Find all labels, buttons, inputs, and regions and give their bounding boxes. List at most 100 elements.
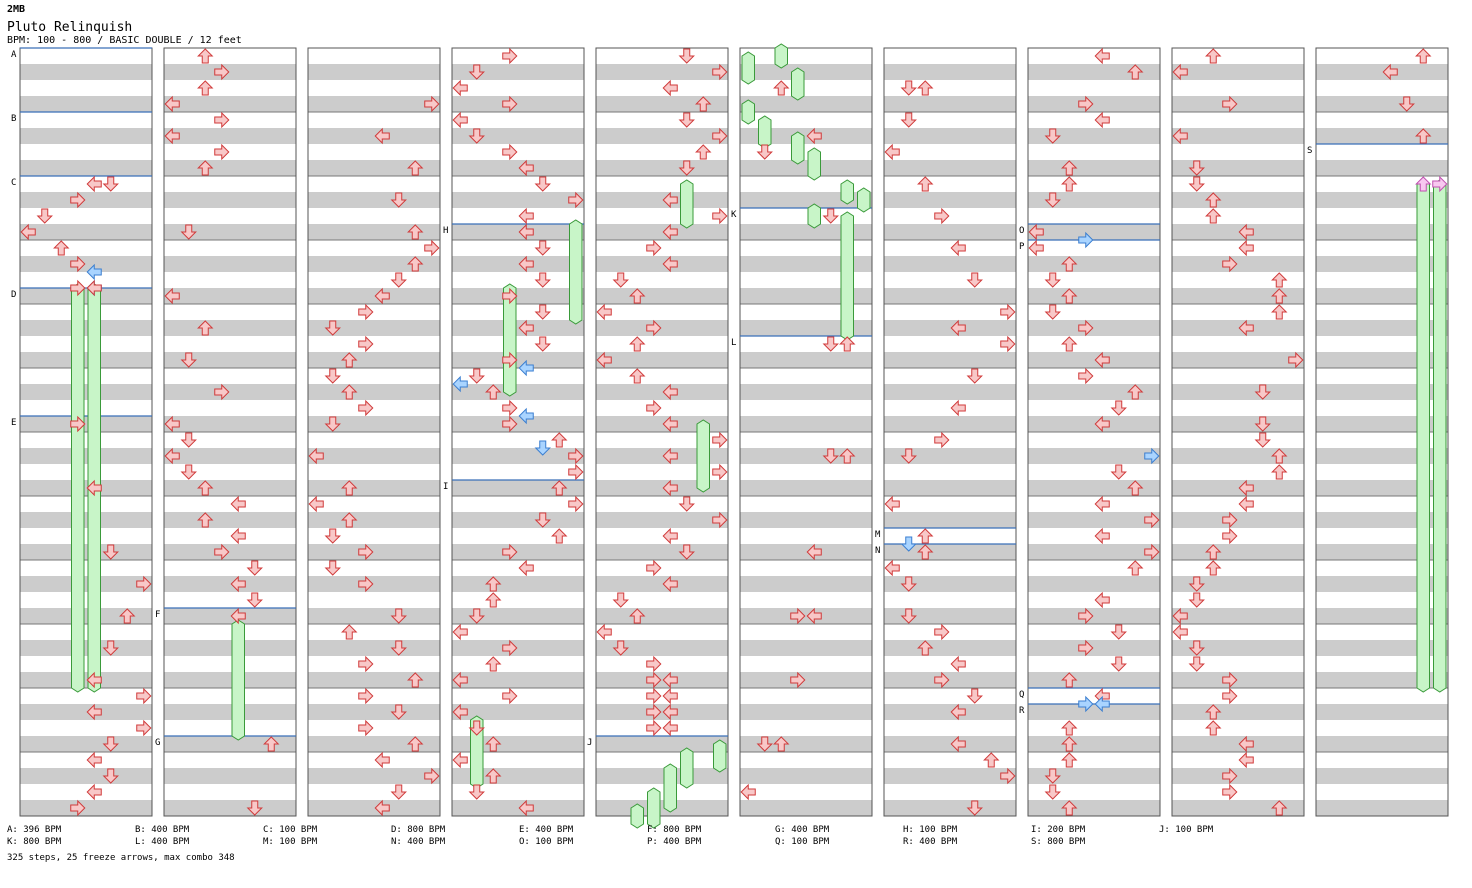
column-stripe: [1172, 432, 1304, 448]
column-stripe: [452, 480, 584, 496]
right-arrow-icon: [1288, 351, 1304, 369]
column-stripe: [164, 368, 296, 384]
column-stripe: [1172, 160, 1304, 176]
column-stripe: [596, 560, 728, 576]
down-arrow-icon: [900, 448, 917, 464]
column-stripe: [20, 784, 152, 800]
column-stripe: [740, 784, 872, 800]
left-arrow-icon: [86, 703, 102, 721]
column-stripe: [596, 704, 728, 720]
up-arrow-icon: [1205, 192, 1222, 208]
up-arrow-icon: [485, 656, 502, 672]
column-stripe: [740, 768, 872, 784]
column-stripe: [596, 176, 728, 192]
right-arrow-icon: [1078, 231, 1094, 249]
column-stripe: [20, 144, 152, 160]
down-arrow-icon: [534, 336, 551, 352]
right-arrow-icon: [136, 719, 152, 737]
column-stripe: [452, 208, 584, 224]
right-arrow-icon: [214, 543, 230, 561]
column-stripe: [1172, 64, 1304, 80]
bpm-legend-item: R: 400 BPM: [903, 837, 958, 847]
column-stripe: [20, 208, 152, 224]
left-arrow-icon: [662, 191, 678, 209]
column-stripe: [20, 272, 152, 288]
column-stripe: [1172, 640, 1304, 656]
column-stripe: [596, 160, 728, 176]
column-stripe: [20, 512, 152, 528]
column-stripe: [164, 752, 296, 768]
column-frame: [883, 47, 1017, 817]
column-stripe: [740, 656, 872, 672]
column-stripe: [1028, 112, 1160, 128]
left-arrow-icon: [1238, 751, 1254, 769]
bpm-legend-item: A: 396 BPM: [7, 825, 62, 835]
right-arrow-icon: [136, 687, 152, 705]
bpm-change-label: O: [1019, 226, 1024, 236]
column-stripe: [596, 208, 728, 224]
up-arrow-icon: [197, 320, 214, 336]
column-stripe: [1028, 256, 1160, 272]
column-stripe: [1172, 608, 1304, 624]
column-stripe: [596, 624, 728, 640]
column-stripe: [884, 752, 1016, 768]
column-stripe: [740, 640, 872, 656]
up-arrow-icon: [407, 160, 424, 176]
bpm-change-label: N: [875, 546, 880, 556]
up-arrow-icon: [1205, 544, 1222, 560]
right-arrow-icon: [568, 463, 584, 481]
column-stripe: [740, 368, 872, 384]
column-stripe: [20, 464, 152, 480]
column-stripe: [164, 128, 296, 144]
column-stripe: [308, 496, 440, 512]
column-stripe: [1028, 640, 1160, 656]
down-arrow-icon: [822, 336, 839, 352]
right-arrow-icon: [568, 191, 584, 209]
column-stripe: [1028, 560, 1160, 576]
column-stripe: [884, 160, 1016, 176]
column-stripe: [164, 672, 296, 688]
column-stripe: [884, 704, 1016, 720]
column-stripe: [884, 368, 1016, 384]
freeze-arrow: [791, 67, 805, 101]
column-stripe: [1316, 48, 1448, 64]
column-stripe: [308, 592, 440, 608]
up-arrow-icon: [485, 576, 502, 592]
column-stripe: [452, 640, 584, 656]
right-arrow-icon: [358, 719, 374, 737]
freeze-arrow: [840, 179, 854, 205]
bpm-change-label: R: [1019, 706, 1025, 716]
column-stripe: [20, 416, 152, 432]
bpm-legend-item: M: 100 BPM: [263, 837, 318, 847]
column-frame: [739, 47, 873, 817]
column-stripe: [1316, 768, 1448, 784]
column-stripe: [452, 240, 584, 256]
column-stripe: [164, 80, 296, 96]
down-arrow-icon: [534, 304, 551, 320]
column-stripe: [740, 608, 872, 624]
column-stripe: [740, 256, 872, 272]
up-arrow-icon: [53, 240, 70, 256]
column-stripe: [1172, 736, 1304, 752]
left-arrow-icon: [1172, 623, 1188, 641]
bpm-difficulty-line: BPM: 100 - 800 / BASIC DOUBLE / 12 feet: [7, 35, 242, 46]
column-stripe: [452, 304, 584, 320]
column-stripe: [164, 352, 296, 368]
left-arrow-icon: [1094, 351, 1110, 369]
column-stripe: [1316, 112, 1448, 128]
column-frame: [307, 47, 441, 817]
left-arrow-icon: [950, 655, 966, 673]
column-stripe: [452, 48, 584, 64]
footer-stats: 325 steps, 25 freeze arrows, max combo 3…: [7, 853, 235, 863]
up-arrow-icon: [1271, 448, 1288, 464]
column-stripe: [308, 272, 440, 288]
column-stripe: [740, 576, 872, 592]
column-stripe: [1172, 592, 1304, 608]
column-stripe: [1316, 256, 1448, 272]
freeze-arrow: [758, 115, 772, 149]
down-arrow-icon: [1188, 592, 1205, 608]
column-stripe: [164, 704, 296, 720]
column-stripe: [1316, 144, 1448, 160]
column-stripe: [452, 336, 584, 352]
column-stripe: [740, 688, 872, 704]
